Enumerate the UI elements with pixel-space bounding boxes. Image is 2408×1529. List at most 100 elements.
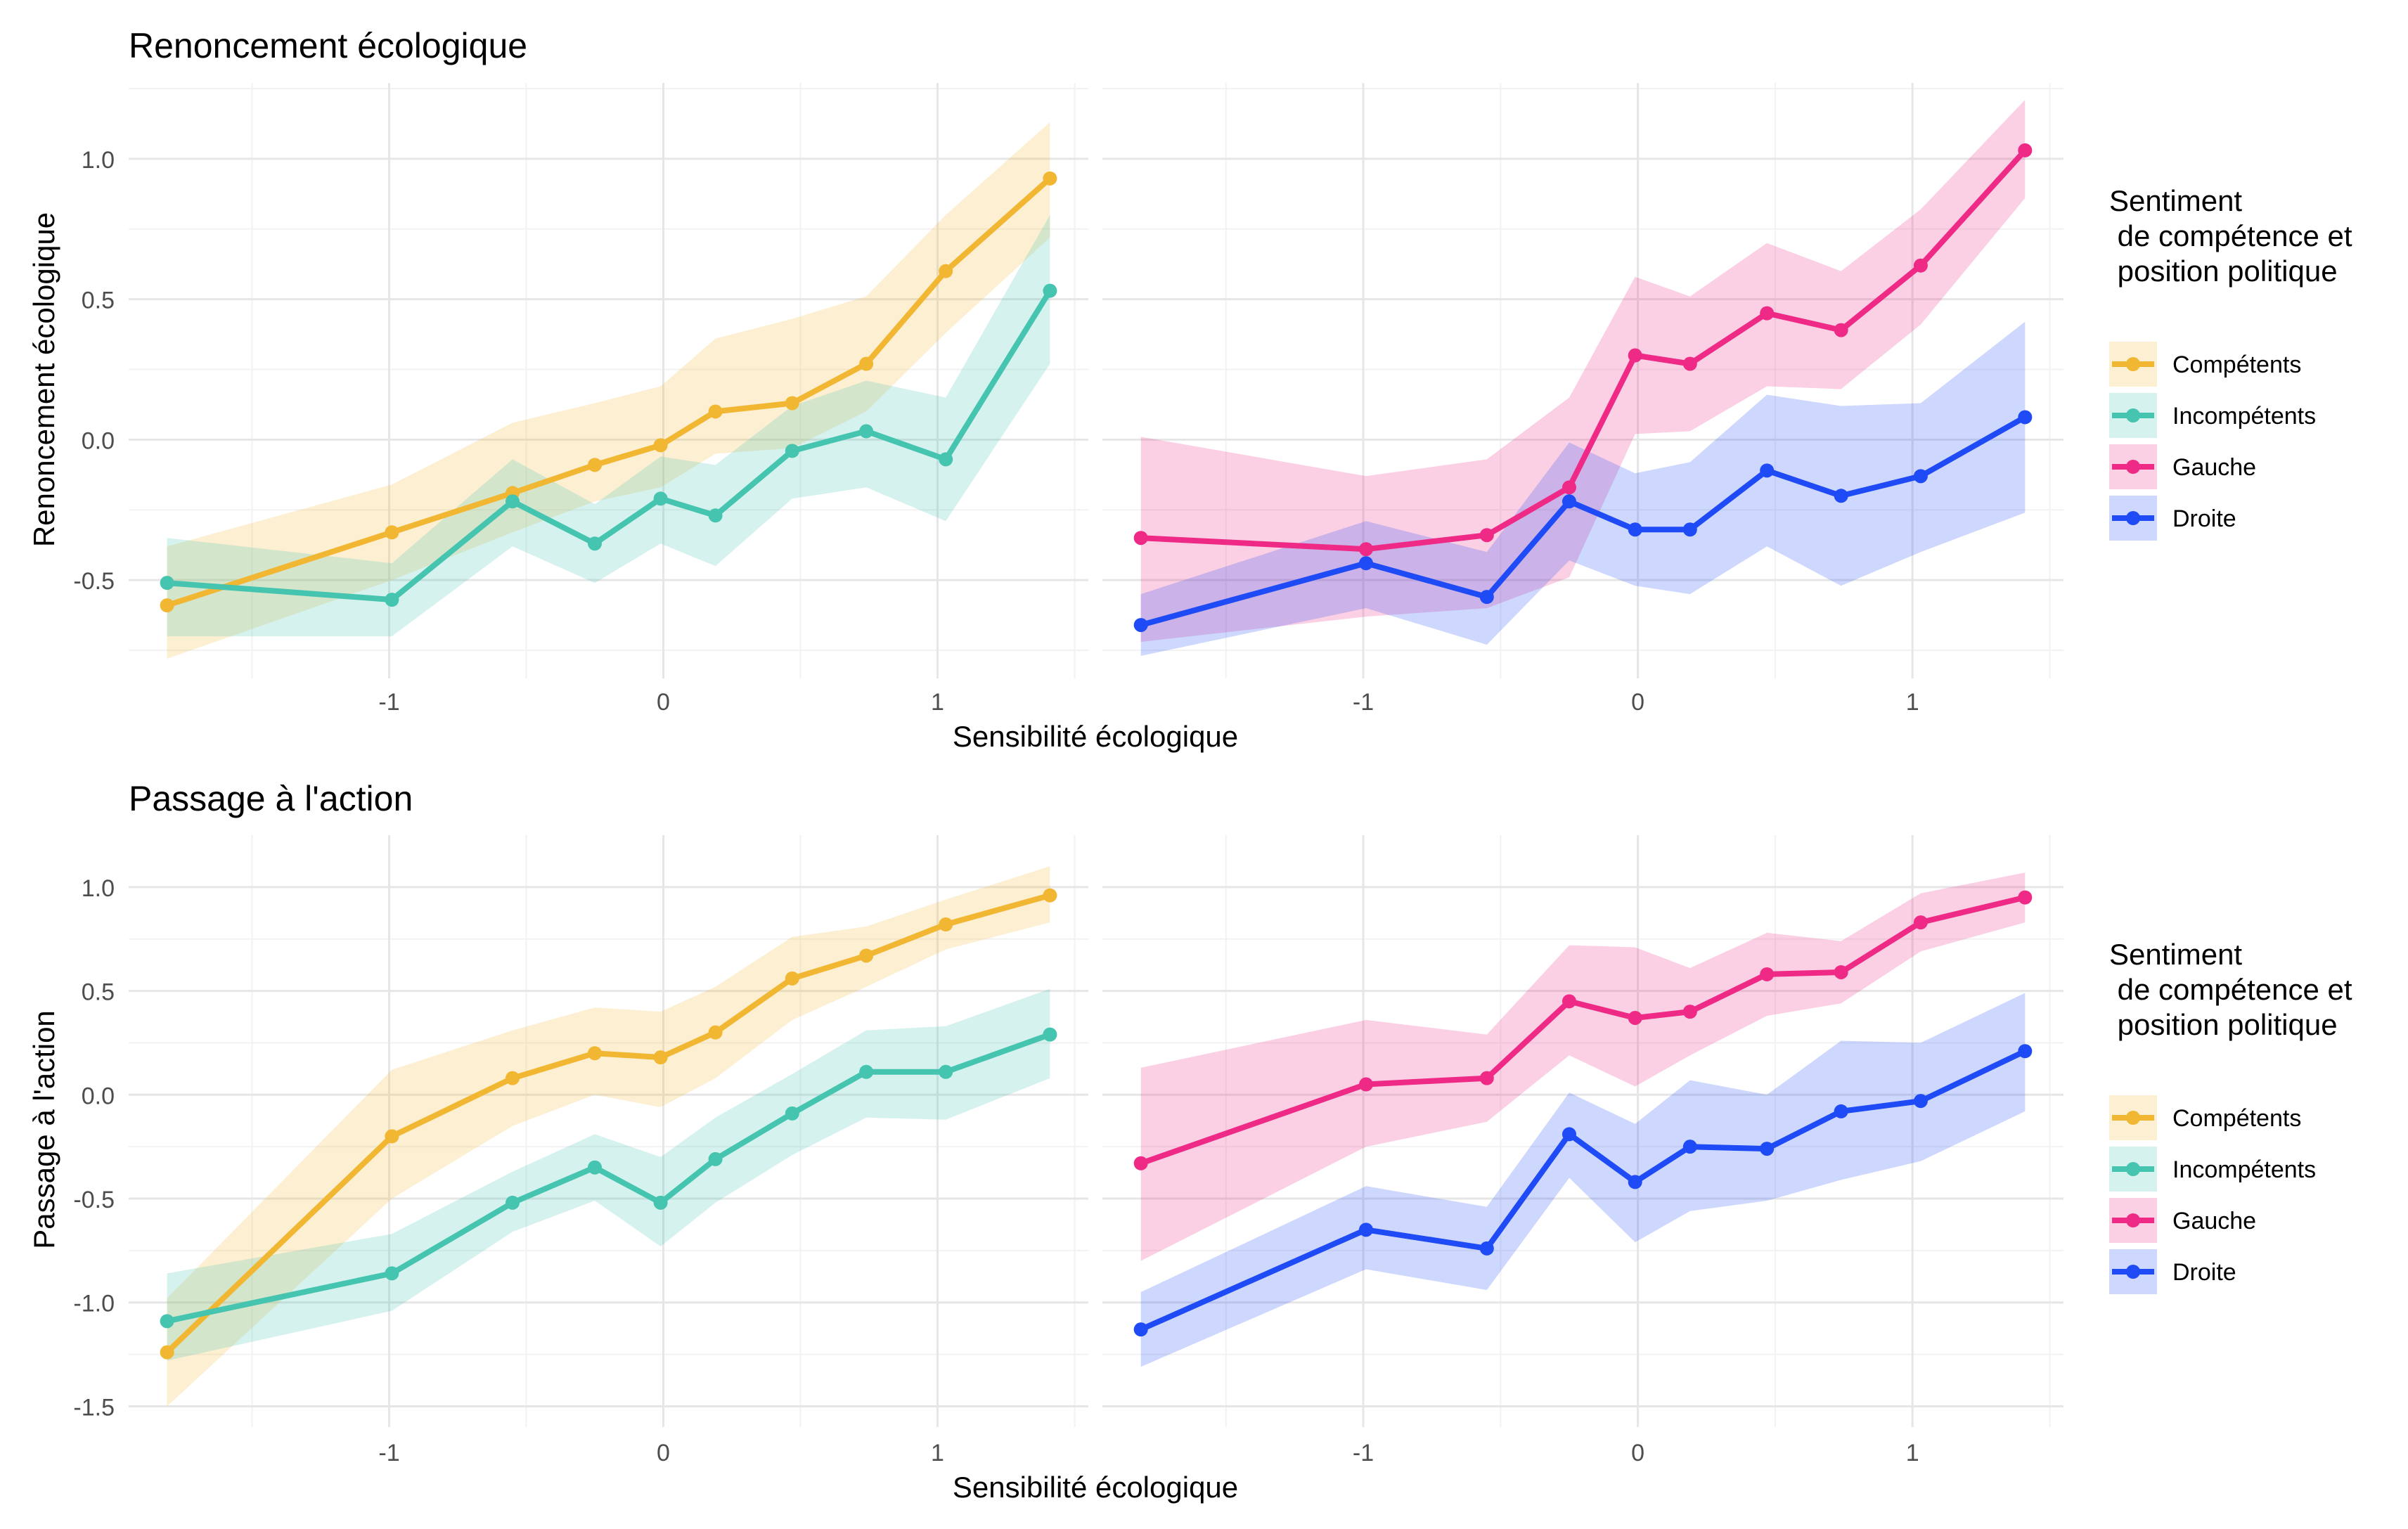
y-tick-label: -0.5 — [73, 568, 115, 595]
data-point-droite — [1760, 463, 1775, 478]
data-point-competents — [708, 1025, 723, 1040]
data-point-incompetents — [708, 508, 723, 523]
data-point-droite — [1760, 1142, 1775, 1156]
data-point-droite — [1479, 590, 1494, 605]
legend-label-competents: Compétents — [2172, 351, 2301, 378]
y-tick-label: 0.0 — [82, 427, 115, 454]
data-point-gauche — [1628, 1010, 1642, 1025]
data-point-gauche — [1479, 1071, 1494, 1085]
legend-label-incompetents: Incompétents — [2172, 1156, 2316, 1183]
y-tick-label: 0.0 — [82, 1083, 115, 1109]
x-tick-label: 0 — [657, 689, 670, 716]
confidence-band-droite — [1140, 321, 2026, 656]
series-line-competents — [165, 892, 1051, 1355]
legend-title: de compétence et — [2109, 973, 2352, 1006]
x-axis-label-passage: Sensibilité écologique — [953, 1471, 1238, 1504]
data-point-incompetents — [859, 1064, 874, 1079]
data-point-incompetents — [653, 491, 668, 506]
chart-title-passage: Passage à l'action — [129, 779, 413, 818]
data-point-incompetents — [506, 1195, 520, 1210]
x-tick-label: 1 — [931, 689, 944, 716]
series-line-incompetents — [167, 289, 1052, 603]
data-point-incompetents — [939, 1064, 953, 1079]
data-point-droite — [1562, 494, 1576, 509]
data-point-competents — [160, 1345, 174, 1360]
plot-panels: -0.5 0.0 0.5 1.0 -1 0 1 -1 0 1 -1.5 -1.0 -0.5 0.0 0.5 1… — [73, 83, 2063, 1466]
data-point-gauche — [1562, 994, 1576, 1009]
data-point-droite — [1834, 489, 1848, 503]
legends: Sentiment de compétence et position poli… — [2109, 184, 2352, 1294]
data-point-incompetents — [385, 593, 399, 607]
data-point-competents — [385, 525, 399, 540]
x-tick-label: -1 — [378, 1440, 399, 1466]
data-point-droite — [1913, 469, 1928, 484]
data-point-competents — [1043, 171, 1057, 186]
data-point-incompetents — [653, 1195, 668, 1210]
data-point-droite — [2018, 410, 2033, 425]
data-point-droite — [1628, 522, 1642, 537]
confidence-band-gauche — [1140, 100, 2026, 643]
data-point-competents — [1043, 888, 1057, 903]
legend-key-point-competents — [2126, 357, 2140, 371]
data-point-incompetents — [708, 1151, 723, 1166]
data-point-incompetents — [588, 536, 602, 551]
data-point-gauche — [1358, 542, 1373, 557]
data-point-droite — [2018, 1044, 2033, 1059]
data-point-incompetents — [160, 1314, 174, 1329]
data-point-incompetents — [160, 576, 174, 591]
data-point-gauche — [2018, 143, 2033, 157]
x-tick-label: -1 — [1353, 689, 1374, 716]
data-point-droite — [1133, 1322, 1148, 1337]
series-line-droite — [1140, 1048, 2027, 1332]
legend-key-point-droite — [2126, 511, 2140, 525]
data-point-competents — [653, 1050, 668, 1065]
x-tick-label: 0 — [657, 1440, 670, 1466]
x-tick-label: -1 — [378, 689, 399, 716]
data-point-droite — [1358, 1222, 1373, 1237]
x-tick-label: -1 — [1353, 1440, 1374, 1466]
confidence-band-gauche — [1140, 872, 2026, 1261]
data-point-gauche — [1562, 480, 1576, 495]
x-tick-label: 0 — [1631, 689, 1644, 716]
data-point-droite — [1479, 1241, 1494, 1256]
panel-2-1: -1 0 1 — [129, 835, 1088, 1466]
data-point-incompetents — [939, 452, 953, 467]
y-tick-label: -0.5 — [73, 1187, 115, 1213]
data-point-competents — [653, 438, 668, 453]
y-tick-label: -1.5 — [73, 1394, 115, 1421]
legend-key-point-competents — [2126, 1111, 2140, 1125]
data-point-gauche — [1760, 306, 1775, 321]
data-point-gauche — [1358, 1077, 1373, 1092]
confidence-band-competents — [167, 122, 1050, 659]
legend-row-2: Sentiment de compétence et position poli… — [2109, 938, 2352, 1294]
legend-label-gauche: Gauche — [2172, 1208, 2256, 1234]
data-point-competents — [859, 356, 874, 371]
series-line-droite — [1140, 414, 2027, 628]
data-point-droite — [1834, 1104, 1848, 1118]
data-point-incompetents — [1043, 283, 1057, 298]
data-point-droite — [1628, 1175, 1642, 1189]
data-point-gauche — [1913, 258, 1928, 273]
data-point-gauche — [1682, 356, 1697, 371]
y-axis-label-renoncement: Renoncement écologique — [27, 212, 60, 547]
data-point-competents — [859, 948, 874, 963]
legend-title: position politique — [2109, 254, 2338, 288]
series-line-incompetents — [166, 1031, 1051, 1324]
data-point-gauche — [1133, 531, 1148, 546]
data-point-incompetents — [506, 494, 520, 509]
data-point-gauche — [1479, 528, 1494, 543]
data-point-incompetents — [785, 444, 799, 458]
data-point-droite — [1562, 1127, 1576, 1142]
data-point-competents — [588, 458, 602, 472]
y-tick-label: -1.0 — [73, 1291, 115, 1317]
data-point-incompetents — [385, 1266, 399, 1281]
legend-title: position politique — [2109, 1008, 2338, 1041]
chart-title-renoncement: Renoncement écologique — [129, 26, 527, 65]
data-point-gauche — [1913, 915, 1928, 930]
series-line-competents — [166, 176, 1052, 608]
x-tick-label: 1 — [1906, 1440, 1919, 1466]
y-tick-label: 1.0 — [82, 147, 115, 174]
data-point-incompetents — [1043, 1027, 1057, 1042]
